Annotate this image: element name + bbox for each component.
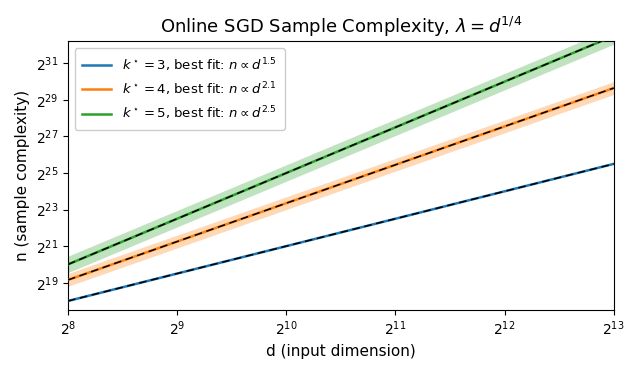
$k^\star = 4$, best fit: $n \propto d^{2.1}$: (256, 5.82e+05): $n \propto d^{2.1}$: (256, 5.82e+05)	[64, 278, 72, 282]
$k^\star = 4$, best fit: $n \propto d^{2.1}$: (388, 1.4e+06): $n \propto d^{2.1}$: (388, 1.4e+06)	[130, 255, 138, 259]
$k^\star = 3$, best fit: $n \propto d^{1.5}$: (3.12e+03, 1.12e+07): $n \propto d^{1.5}$: (3.12e+03, 1.12e+07…	[458, 200, 466, 204]
$k^\star = 4$, best fit: $n \propto d^{2.1}$: (8.19e+03, 8.42e+08): $n \propto d^{2.1}$: (8.19e+03, 8.42e+08…	[610, 86, 618, 90]
$k^\star = 5$, best fit: $n \propto d^{2.5}$: (3.12e+03, 5.45e+08): $n \propto d^{2.5}$: (3.12e+03, 5.45e+08…	[458, 97, 466, 102]
$k^\star = 3$, best fit: $n \propto d^{1.5}$: (792, 1.43e+06): $n \propto d^{1.5}$: (792, 1.43e+06)	[242, 254, 250, 258]
Title: Online SGD Sample Complexity, $\lambda = d^{1/4}$: Online SGD Sample Complexity, $\lambda =…	[159, 15, 522, 39]
Legend: $k^\star = 3$, best fit: $n \propto d^{1.5}$, $k^\star = 4$, best fit: $n \propt: $k^\star = 3$, best fit: $n \propto d^{1…	[74, 48, 285, 130]
Y-axis label: n (sample complexity): n (sample complexity)	[15, 90, 30, 261]
$k^\star = 4$, best fit: $n \propto d^{2.1}$: (792, 6.23e+06): $n \propto d^{2.1}$: (792, 6.23e+06)	[242, 215, 250, 220]
$k^\star = 4$, best fit: $n \propto d^{2.1}$: (3.18e+03, 1.15e+08): $n \propto d^{2.1}$: (3.18e+03, 1.15e+08…	[461, 138, 468, 143]
$k^\star = 4$, best fit: $n \propto d^{2.1}$: (1.01e+03, 1.04e+07): $n \propto d^{2.1}$: (1.01e+03, 1.04e+07…	[280, 202, 288, 206]
$k^\star = 3$, best fit: $n \propto d^{1.5}$: (256, 2.62e+05): $n \propto d^{1.5}$: (256, 2.62e+05)	[64, 299, 72, 303]
$k^\star = 3$, best fit: $n \propto d^{1.5}$: (1.01e+03, 2.05e+06): $n \propto d^{1.5}$: (1.01e+03, 2.05e+06…	[280, 245, 288, 249]
$k^\star = 5$, best fit: $n \propto d^{2.5}$: (388, 2.97e+06): $n \propto d^{2.5}$: (388, 2.97e+06)	[130, 235, 138, 239]
$k^\star = 5$, best fit: $n \propto d^{2.5}$: (2.27e+03, 2.44e+08): $n \propto d^{2.5}$: (2.27e+03, 2.44e+08…	[408, 119, 415, 123]
$k^\star = 5$, best fit: $n \propto d^{2.5}$: (8.19e+03, 6.07e+09): $n \propto d^{2.5}$: (8.19e+03, 6.07e+09…	[610, 34, 618, 38]
$k^\star = 5$, best fit: $n \propto d^{2.5}$: (1.01e+03, 3.24e+07): $n \propto d^{2.5}$: (1.01e+03, 3.24e+07…	[280, 172, 288, 176]
Line: $k^\star = 4$, best fit: $n \propto d^{2.1}$: $k^\star = 4$, best fit: $n \propto d^{2…	[68, 88, 614, 280]
$k^\star = 5$, best fit: $n \propto d^{2.5}$: (256, 1.05e+06): $n \propto d^{2.5}$: (256, 1.05e+06)	[64, 262, 72, 267]
Line: $k^\star = 3$, best fit: $n \propto d^{1.5}$: $k^\star = 3$, best fit: $n \propto d^{1…	[68, 164, 614, 301]
$k^\star = 3$, best fit: $n \propto d^{1.5}$: (8.19e+03, 4.75e+07): $n \propto d^{1.5}$: (8.19e+03, 4.75e+07…	[610, 162, 618, 166]
$k^\star = 5$, best fit: $n \propto d^{2.5}$: (792, 1.76e+07): $n \propto d^{2.5}$: (792, 1.76e+07)	[242, 188, 250, 192]
X-axis label: d (input dimension): d (input dimension)	[266, 344, 416, 359]
$k^\star = 3$, best fit: $n \propto d^{1.5}$: (3.18e+03, 1.15e+07): $n \propto d^{1.5}$: (3.18e+03, 1.15e+07…	[461, 199, 468, 203]
$k^\star = 4$, best fit: $n \propto d^{2.1}$: (3.12e+03, 1.11e+08): $n \propto d^{2.1}$: (3.12e+03, 1.11e+08…	[458, 139, 466, 144]
Line: $k^\star = 5$, best fit: $n \propto d^{2.5}$: $k^\star = 5$, best fit: $n \propto d^{2…	[68, 36, 614, 264]
$k^\star = 3$, best fit: $n \propto d^{1.5}$: (2.27e+03, 6.9e+06): $n \propto d^{1.5}$: (2.27e+03, 6.9e+06)	[408, 212, 415, 217]
$k^\star = 4$, best fit: $n \propto d^{2.1}$: (2.27e+03, 5.66e+07): $n \propto d^{2.1}$: (2.27e+03, 5.66e+07…	[408, 157, 415, 162]
$k^\star = 3$, best fit: $n \propto d^{1.5}$: (388, 4.9e+05): $n \propto d^{1.5}$: (388, 4.9e+05)	[130, 282, 138, 287]
$k^\star = 5$, best fit: $n \propto d^{2.5}$: (3.18e+03, 5.7e+08): $n \propto d^{2.5}$: (3.18e+03, 5.7e+08)	[461, 96, 468, 101]
